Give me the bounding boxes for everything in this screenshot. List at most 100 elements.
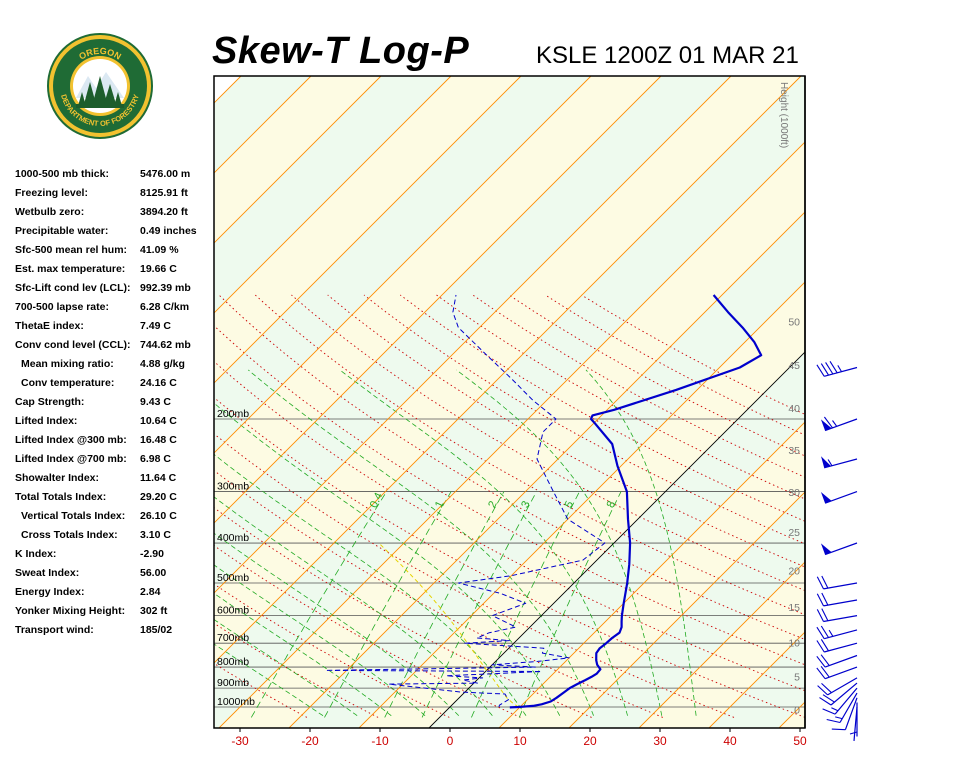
wind-barb-feather <box>826 718 841 724</box>
index-label: Mean mixing ratio: <box>21 358 114 370</box>
oregon-department-of-forestry-logo: OREGON DEPARTMENT OF FORESTRY <box>47 33 153 139</box>
mixing-ratio-label: 2 <box>486 499 499 510</box>
index-row: Transport wind: 185/02 <box>15 624 215 643</box>
wind-barb <box>817 677 858 696</box>
wind-barb-feather <box>816 640 825 653</box>
wind-barb-feather <box>821 592 829 606</box>
wind-barb-feather <box>819 697 832 706</box>
index-label: ThetaE index: <box>15 320 84 332</box>
height-axis-title: Height (1000ft) <box>778 82 789 148</box>
index-label: Conv cond level (CCL): <box>15 339 131 351</box>
x-tick-label: 10 <box>513 734 527 748</box>
index-value: 16.48 C <box>140 434 177 446</box>
index-row: ThetaE index: 7.49 C <box>15 320 215 339</box>
height-tick-label: 15 <box>788 602 800 614</box>
index-row: Conv temperature: 24.16 C <box>15 377 215 396</box>
wind-barb <box>820 416 858 432</box>
x-tick-label: 0 <box>447 734 454 748</box>
wind-barb-feather <box>821 575 829 589</box>
wind-barb <box>849 702 858 737</box>
index-value: 744.62 mb <box>140 339 191 351</box>
height-tick-label: 45 <box>788 360 800 372</box>
isobar-label: 700mb <box>217 632 249 644</box>
index-row: Precipitable water: 0.49 inches <box>15 225 215 244</box>
wind-barb-feather <box>825 362 834 375</box>
index-row: Cross Totals Index: 3.10 C <box>15 529 215 548</box>
index-value: 29.20 C <box>140 491 177 503</box>
wind-barb-feather <box>822 694 835 703</box>
dry-adiabat <box>472 294 805 478</box>
wind-barb-half-feather <box>831 707 839 712</box>
isobar-label: 600mb <box>217 605 249 617</box>
isobar-label: 400mb <box>217 532 249 544</box>
wind-barb-feather <box>816 609 824 622</box>
isotherm <box>214 76 662 524</box>
index-label: Showalter Index: <box>15 472 100 484</box>
index-value: 8125.91 ft <box>140 187 188 199</box>
isotherm <box>214 76 802 664</box>
moist-adiabat <box>214 532 460 717</box>
index-label: Sfc-Lift cond lev (LCL): <box>15 282 131 294</box>
height-tick-label: 50 <box>788 317 800 329</box>
wind-barb-staff <box>827 677 858 696</box>
mixing-ratio-line <box>421 491 537 718</box>
index-row: 1000-500 mb thick: 5476.00 m <box>15 168 215 187</box>
wind-barb-staff <box>824 654 858 668</box>
mixing-ratio-line <box>518 491 622 718</box>
index-value: 3894.20 ft <box>140 206 188 218</box>
index-value: 19.66 C <box>140 263 177 275</box>
wind-barb-flag <box>820 491 832 504</box>
mixing-ratio-label: 0.4 <box>368 491 385 510</box>
index-label: Lifted Index @300 mb: <box>15 434 127 446</box>
height-tick-label: 5 <box>794 671 800 683</box>
dry-adiabat <box>214 507 592 718</box>
moist-adiabat <box>456 369 663 716</box>
height-tick-label: 20 <box>788 565 800 577</box>
x-tick-label: 20 <box>583 734 597 748</box>
sounding-traces <box>325 294 763 709</box>
wind-barb <box>816 592 858 607</box>
moist-adiabat <box>214 618 358 717</box>
height-tick-label: 10 <box>788 637 800 649</box>
index-label: Cap Strength: <box>15 396 85 408</box>
moist-adiabat <box>585 369 697 716</box>
index-value: 6.28 C/km <box>140 301 190 313</box>
dry-adiabats <box>214 294 805 718</box>
isobar-label: 900mb <box>217 677 249 689</box>
index-label: Conv temperature: <box>21 377 115 389</box>
dry-adiabat <box>214 396 805 718</box>
index-value: 26.10 C <box>140 510 177 522</box>
wind-barb <box>816 575 858 590</box>
index-label: Energy Index: <box>15 586 85 598</box>
wind-barb-feather <box>816 576 824 590</box>
wind-barb-feather <box>831 728 846 731</box>
parcel-trace <box>378 542 519 708</box>
x-tick-label: -10 <box>371 734 389 748</box>
wind-barb-flag <box>820 543 832 555</box>
isobar-label: 800mb <box>217 656 249 668</box>
index-row: Est. max temperature: 19.66 C <box>15 263 215 282</box>
index-row: Lifted Index @300 mb: 16.48 C <box>15 434 215 453</box>
index-value: 302 ft <box>140 605 168 617</box>
wind-barb-feather <box>820 625 829 638</box>
dry-adiabat <box>214 662 308 718</box>
isotherm <box>214 76 732 594</box>
index-label: Est. max temperature: <box>15 263 126 275</box>
wind-barb <box>819 682 858 706</box>
index-row: Yonker Mixing Height: 302 ft <box>15 605 215 624</box>
isobar-label: 1000mb <box>217 696 255 708</box>
isotherm-band <box>779 702 805 728</box>
isobar-label: 200mb <box>217 408 249 420</box>
dry-adiabat <box>218 294 805 640</box>
index-value: -2.90 <box>140 548 164 560</box>
index-label: 700-500 lapse rate: <box>15 301 109 313</box>
wind-barb <box>820 542 858 556</box>
isotherm <box>214 76 452 314</box>
moist-adiabat <box>214 564 426 717</box>
mixing-ratio-label: 1 <box>433 499 446 510</box>
index-value: 3.10 C <box>140 529 171 541</box>
mixing-ratio-label: 5 <box>563 499 576 510</box>
wind-barb <box>816 608 858 623</box>
wind-barb-half-feather <box>849 731 858 735</box>
index-row: Conv cond level (CCL): 744.62 mb <box>15 339 215 358</box>
